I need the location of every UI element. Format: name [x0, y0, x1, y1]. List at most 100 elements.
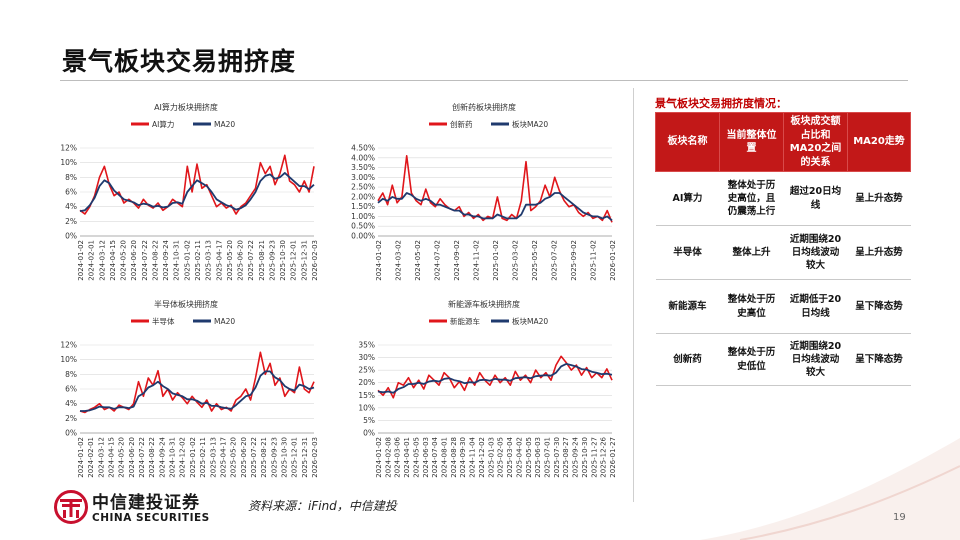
legend-label-series: AI算力: [152, 119, 174, 129]
x-tick-label: 2024-01-02: [77, 240, 85, 281]
x-tick-label: 2026-02-03: [311, 240, 319, 281]
y-tick-label: 4.00%: [351, 153, 375, 162]
x-tick-label: 2025-04-02: [515, 437, 523, 478]
y-tick-label: 25%: [358, 366, 375, 375]
chart-semiconductor: 半导体板块拥挤度 半导体 MA20 0% 2% 4% 6% 8% 10% 12% 2024-01-0…: [36, 293, 336, 498]
summary-title: 景气板块交易拥挤度情况：: [655, 97, 787, 110]
x-tick-label: 2024-06-20: [130, 240, 138, 281]
legend-label-series: 半导体: [152, 316, 175, 326]
x-tick-label: 2024-01-02: [375, 437, 383, 478]
x-tick-label: 2025-06-20: [240, 437, 248, 478]
x-tick-label: 2024-08-01: [441, 437, 449, 478]
x-tick-label: 2025-04-17: [219, 437, 227, 478]
y-tick-label: 6%: [65, 385, 77, 394]
x-tick-label: 2025-10-30: [280, 437, 288, 478]
x-tick-label: 2025-01-03: [487, 437, 495, 478]
x-tick-label: 2024-07-22: [138, 437, 146, 478]
x-tick-label: 2025-09-02: [570, 240, 578, 281]
y-tick-label: 1.00%: [351, 212, 375, 221]
x-tick-label: 2024-06-20: [128, 437, 136, 478]
cell-trend: 呈上升态势: [847, 171, 911, 226]
y-tick-label: 12%: [60, 341, 77, 350]
x-tick-label: 2025-07-22: [247, 240, 255, 281]
x-tick-label: 2025-10-30: [279, 240, 287, 281]
x-tick-label: 2025-01-02: [183, 240, 191, 281]
chart-title: AI算力板块拥挤度: [154, 102, 218, 112]
chart-innovative-drug: 创新药板块拥挤度 创新药 板块MA20 0.00% 0.50% 1.00% 1.50% 2.0…: [334, 96, 634, 301]
y-tick-label: 8%: [65, 370, 77, 379]
cell-sector: 创新药: [655, 333, 720, 386]
table-row: 创新药 整体处于历史低位 近期围绕20日均线波动较大 呈下降态势: [655, 333, 911, 386]
legend-label-ma20: MA20: [214, 120, 235, 129]
chart-title: 创新药板块拥挤度: [452, 102, 516, 112]
x-tick-label: 2024-09-30: [459, 437, 467, 478]
cell-sector: 半导体: [655, 225, 720, 280]
cell-trend: 呈上升态势: [847, 225, 911, 280]
legend-label-ma20: 板块MA20: [512, 316, 548, 326]
x-tick-label: 2025-09-23: [268, 240, 276, 281]
x-tick-label: 2024-07-22: [141, 240, 149, 281]
y-tick-label: 35%: [358, 341, 375, 350]
x-tick-label: 2025-08-21: [258, 240, 266, 281]
x-tick-label: 2024-09-02: [453, 240, 461, 281]
x-tick-label: 2025-12-31: [300, 240, 308, 281]
logo-text-en: CHINA SECURITIES: [92, 512, 210, 524]
x-tick-label: 2025-06-03: [534, 437, 542, 478]
cell-relation: 近期围绕20日均线波动较大: [783, 225, 848, 280]
x-tick-label: 2025-05-20: [226, 240, 234, 281]
chart-panel: AI算力板块拥挤度 AI算力 MA20 0% 2% 4% 6% 8% 10% 12% 2024-01…: [36, 88, 634, 502]
cell-trend: 呈下降态势: [847, 279, 911, 334]
y-tick-label: 2.50%: [351, 183, 375, 192]
legend-label-ma20: MA20: [214, 317, 235, 326]
y-tick-label: 0%: [363, 429, 375, 438]
y-tick-label: 10%: [60, 355, 77, 364]
chart-title: 新能源车板块拥挤度: [448, 299, 520, 309]
x-tick-label: 2024-07-02: [434, 240, 442, 281]
y-tick-label: 20%: [358, 378, 375, 387]
x-tick-label: 2025-11-02: [590, 240, 598, 281]
y-tick-label: 10%: [358, 403, 375, 412]
x-tick-label: 2024-05-20: [120, 240, 128, 281]
ma20-line: [377, 363, 613, 394]
legend-label-ma20: 板块MA20: [512, 119, 548, 129]
x-tick-label: 2024-04-15: [109, 240, 117, 281]
ma20-line: [377, 192, 613, 222]
table-row: 半导体 整体上升 近期围绕20日均线波动较大 呈上升态势: [655, 225, 911, 280]
x-tick-label: 2024-01-02: [77, 437, 85, 478]
table-row: AI算力 整体处于历史高位，且仍震荡上行 超过20日均线 呈上升态势: [655, 171, 911, 226]
y-tick-label: 8%: [65, 173, 77, 182]
cell-relation: 近期低于20日均线: [783, 279, 848, 334]
y-tick-label: 0%: [65, 232, 77, 241]
cell-relation: 超过20日均线: [783, 171, 848, 226]
header-sector-name: 板块名称: [655, 112, 720, 172]
x-tick-label: 2026-02-03: [311, 437, 319, 478]
x-tick-label: 2024-04-15: [108, 437, 116, 478]
y-tick-label: 1.50%: [351, 202, 375, 211]
x-tick-label: 2024-09-24: [162, 239, 170, 280]
x-tick-label: 2025-01-02: [189, 437, 197, 478]
x-tick-label: 2025-06-20: [237, 240, 245, 281]
x-tick-label: 2025-12-01: [291, 437, 299, 478]
series-line: [377, 154, 613, 223]
x-tick-label: 2024-02-01: [87, 437, 95, 478]
x-tick-label: 2024-02-08: [384, 437, 392, 478]
china-securities-logo-icon: [54, 490, 88, 524]
header-ma20-relation: 板块成交额占比和MA20之间的关系: [783, 112, 848, 172]
x-tick-label: 2026-01-27: [609, 437, 617, 478]
x-tick-label: 2025-03-02: [512, 240, 520, 281]
y-tick-label: 2.00%: [351, 192, 375, 201]
table-row: 新能源车 整体处于历史高位 近期低于20日均线 呈下降态势: [655, 279, 911, 334]
x-tick-label: 2025-02-11: [194, 240, 202, 281]
x-tick-label: 2025-12-31: [301, 437, 309, 478]
chart-new-energy-vehicle: 新能源车板块拥挤度 新能源车 板块MA20 0% 5% 10% 15% 20% 25% 30% 35…: [334, 293, 634, 498]
logo-text-cn: 中信建投证券: [92, 493, 200, 513]
x-tick-label: 2024-05-20: [118, 437, 126, 478]
x-tick-label: 2025-09-24: [572, 436, 580, 477]
x-tick-label: 2024-12-02: [179, 437, 187, 478]
header-current-position: 当前整体位置: [719, 112, 784, 172]
x-tick-label: 2025-07-02: [551, 240, 559, 281]
x-tick-label: 2024-03-12: [98, 240, 106, 281]
ma20-line: [80, 370, 315, 412]
page-title: 景气板块交易拥挤度: [62, 47, 297, 76]
